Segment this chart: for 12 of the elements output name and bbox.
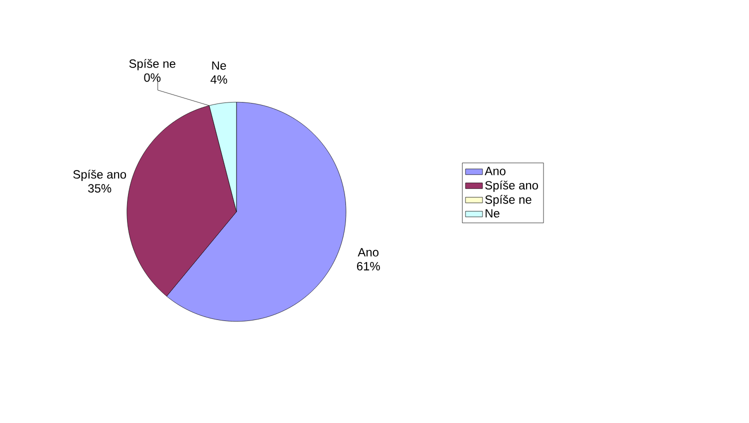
- text: 0%: [144, 73, 161, 82]
- slice-label: Ne: [212, 61, 226, 70]
- legend-label: Spíše ano: [485, 180, 538, 192]
- slice-label: Spíše ano: [73, 170, 126, 182]
- category-label: Spíše ne: [129, 58, 176, 70]
- data-label: 61%: [357, 262, 380, 270]
- legend-label: Spíše ne: [485, 194, 532, 206]
- legend-label: Ne: [486, 209, 500, 218]
- slice-label: Ano: [358, 248, 379, 256]
- data-label: 4%: [210, 75, 228, 84]
- legend-label: Ano: [484, 166, 506, 176]
- data-label: 35%: [88, 184, 112, 193]
